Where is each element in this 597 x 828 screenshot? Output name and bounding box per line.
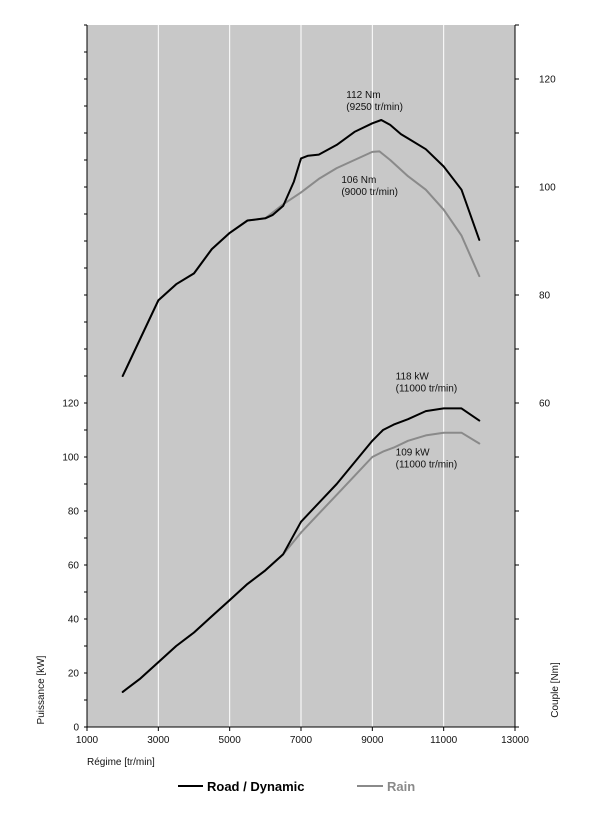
x-tick-label: 7000	[290, 735, 313, 746]
y-right-tick-label: 80	[539, 291, 551, 302]
y-right-tick-label: 120	[539, 75, 556, 86]
tick-marks: 1000 3000 5000 7000 9000 11000 13000 0 20 40 60 80 1…	[62, 24, 556, 746]
annotation-label: (9250 tr/min)	[346, 102, 403, 113]
y-left-tick-label: 0	[73, 723, 79, 734]
annotation-label: 109 kW	[396, 448, 430, 459]
y-left-tick-label: 120	[62, 399, 79, 410]
y-left-tick-label: 80	[68, 507, 80, 518]
x-tick-label: 5000	[219, 735, 242, 746]
series-line-road-torque	[121, 119, 481, 377]
y-left-tick-label: 40	[68, 615, 80, 626]
annotation-label: 112 Nm	[346, 90, 380, 101]
x-tick-label: 3000	[147, 735, 170, 746]
annotation-label: 118 kW	[396, 371, 430, 382]
x-tick-label: 13000	[501, 735, 529, 746]
series-line-road-power	[121, 407, 481, 693]
annotation-label: (11000 tr/min)	[396, 383, 458, 394]
legend-label-road: Road / Dynamic	[207, 779, 305, 794]
legend: Road / Dynamic Rain	[178, 779, 415, 794]
y-left-tick-label: 100	[62, 453, 79, 464]
x-tick-label: 1000	[76, 735, 99, 746]
y-right-tick-label: 60	[539, 399, 551, 410]
y-axis-left-title: Puissance [kW]	[36, 655, 47, 724]
legend-label-rain: Rain	[387, 779, 415, 794]
y-right-tick-label: 100	[539, 183, 556, 194]
series-lines	[121, 119, 481, 693]
y-left-tick-label: 60	[68, 561, 80, 572]
x-axis-title: Régime [tr/min]	[87, 757, 155, 768]
x-tick-label: 11000	[430, 735, 458, 746]
x-tick-label: 9000	[361, 735, 384, 746]
gridlines	[157, 25, 445, 727]
annotation-label: (11000 tr/min)	[396, 460, 458, 471]
annotation-label: 106 Nm	[341, 175, 376, 186]
annotations: 112 Nm(9250 tr/min) 106 Nm(9000 tr/min) 11…	[341, 90, 457, 471]
y-axis-right-title: Couple [Nm]	[550, 662, 561, 718]
annotation-label: (9000 tr/min)	[341, 187, 398, 198]
y-left-tick-label: 20	[68, 669, 80, 680]
